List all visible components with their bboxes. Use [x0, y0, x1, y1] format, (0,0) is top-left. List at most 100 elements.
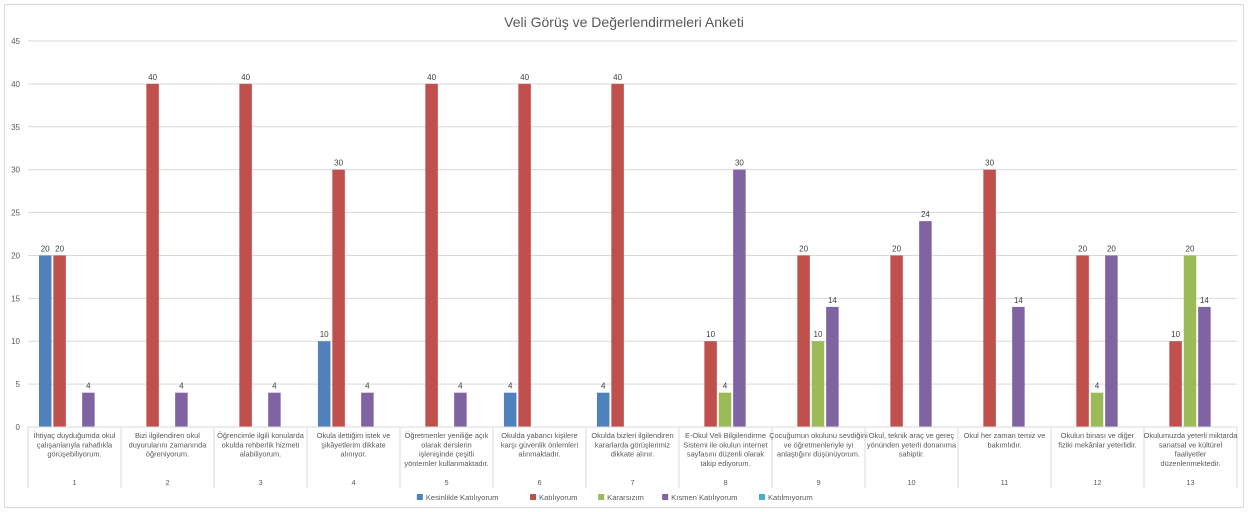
category-number: 10 — [907, 478, 915, 487]
bar — [53, 255, 66, 427]
data-label: 20 — [55, 244, 64, 253]
bar — [718, 392, 732, 427]
category-description: Okulda yabancı kişilere karşı güvenlik ön… — [501, 431, 579, 459]
category-number: 7 — [630, 478, 634, 487]
legend-swatch — [530, 494, 537, 500]
bar — [268, 392, 281, 427]
data-label: 14 — [1200, 296, 1209, 305]
bar — [239, 83, 252, 427]
legend-label: Katılıyorum — [539, 493, 577, 502]
bar — [611, 83, 624, 427]
data-label: 20 — [41, 244, 50, 253]
y-tick-label: 10 — [11, 337, 20, 346]
data-label: 4 — [272, 382, 277, 391]
data-label: 10 — [814, 330, 823, 339]
category-number: 13 — [1186, 478, 1194, 487]
bar — [425, 83, 438, 427]
bar — [890, 255, 903, 427]
category-description: Okul her zaman temiz ve bakımlıdır. — [964, 431, 1046, 449]
category-description: Okulda bizleri ilgilendiren kararlarda gö… — [591, 431, 673, 459]
category-description: İhtiyaç duyduğumda okul çalışanlarıyla ra… — [34, 431, 116, 459]
legend-swatch — [416, 494, 423, 500]
category-number: 9 — [816, 478, 820, 487]
data-label: 4 — [86, 382, 91, 391]
bar — [1169, 341, 1182, 427]
data-label: 4 — [508, 382, 513, 391]
category-description: Bizi ilgilendiren okul duyurularını zaman… — [129, 431, 208, 459]
data-label: 10 — [320, 330, 329, 339]
category-number: 8 — [723, 478, 727, 487]
category-number: 4 — [351, 478, 355, 487]
bar — [811, 341, 825, 427]
bar — [983, 169, 996, 427]
category-description: Okulumuzda yeterli miktarda sanatsal ve k… — [1144, 431, 1239, 468]
category-description: E-Okul Veli Bilgilendirme Sistemi ile oku… — [683, 431, 767, 468]
y-tick-label: 20 — [11, 251, 20, 260]
bar — [1183, 255, 1197, 427]
bar — [82, 392, 95, 427]
data-labels: 20 10 4 4 20 40 40 30 40 40 40 10 20 20 30 20 10 4 10 4 20 4 4… — [41, 73, 1210, 391]
bar — [1105, 255, 1118, 427]
category-number: 3 — [258, 478, 262, 487]
data-label: 4 — [179, 382, 184, 391]
legend-label: Katılmıyorum — [768, 493, 813, 502]
gridlines — [28, 40, 1237, 385]
bar — [797, 255, 810, 427]
data-label: 20 — [892, 244, 901, 253]
chart-frame — [4, 4, 1244, 508]
bar — [596, 392, 610, 427]
legend: Kesinlikle Katılıyorum Katılıyorum Kararsı… — [416, 493, 813, 502]
category-description: Okula ilettiğim istek ve şikâyetlerim dik… — [317, 431, 391, 459]
category-number: 12 — [1093, 478, 1101, 487]
y-tick-label: 15 — [11, 294, 20, 303]
bar — [826, 306, 839, 427]
legend-label: Kısmen Katılıyorum — [671, 493, 737, 502]
y-tick-label: 45 — [11, 37, 20, 46]
category-number: 2 — [165, 478, 169, 487]
legend-swatch — [758, 494, 765, 500]
data-label: 40 — [148, 73, 157, 82]
data-label: 40 — [427, 73, 436, 82]
legend-swatch — [598, 494, 605, 500]
data-label: 14 — [828, 296, 837, 305]
data-label: 30 — [334, 159, 343, 168]
y-tick-label: 0 — [16, 423, 21, 432]
category-description: Öğrencimle ilgili konularda okulda rehber… — [217, 431, 305, 459]
legend-label: Kesinlikle Katılıyorum — [426, 493, 499, 502]
y-tick-label: 40 — [11, 80, 20, 89]
chart-title: Veli Görüş ve Değerlendirmeleri Anketi — [504, 14, 744, 30]
category-number: 6 — [537, 478, 541, 487]
bar — [175, 392, 188, 427]
data-label: 10 — [706, 330, 715, 339]
data-label: 40 — [520, 73, 529, 82]
category-description: Okulun binası ve diğer fiziki mekânlar ye… — [1058, 431, 1136, 449]
category-number: 11 — [1001, 478, 1009, 487]
data-label: 20 — [1107, 244, 1116, 253]
bar — [1076, 255, 1089, 427]
bar — [1198, 306, 1211, 427]
bars — [38, 83, 1211, 427]
data-label: 14 — [1014, 296, 1023, 305]
data-label: 10 — [1171, 330, 1180, 339]
data-label: 4 — [458, 382, 463, 391]
data-label: 20 — [799, 244, 808, 253]
bar — [361, 392, 374, 427]
category-description: Öğretmenler yeniliğe açık olarak dersleri… — [404, 431, 488, 468]
category-description: Okul, teknik araç ve gereç yönünden yeter… — [867, 431, 957, 459]
data-label: 4 — [365, 382, 370, 391]
bar — [1012, 306, 1025, 427]
bar — [332, 169, 345, 427]
y-tick-label: 5 — [16, 380, 21, 389]
bar — [518, 83, 531, 427]
bar — [1090, 392, 1104, 427]
bar — [38, 255, 52, 427]
bar — [317, 341, 331, 427]
y-tick-label: 35 — [11, 123, 20, 132]
x-axis: İhtiyaç duyduğumda okul çalışanlarıyla ra… — [27, 426, 1239, 488]
y-tick-label: 25 — [11, 209, 20, 218]
category-number: 1 — [72, 478, 76, 487]
bar — [146, 83, 159, 427]
data-label: 20 — [1078, 244, 1087, 253]
data-label: 30 — [735, 159, 744, 168]
